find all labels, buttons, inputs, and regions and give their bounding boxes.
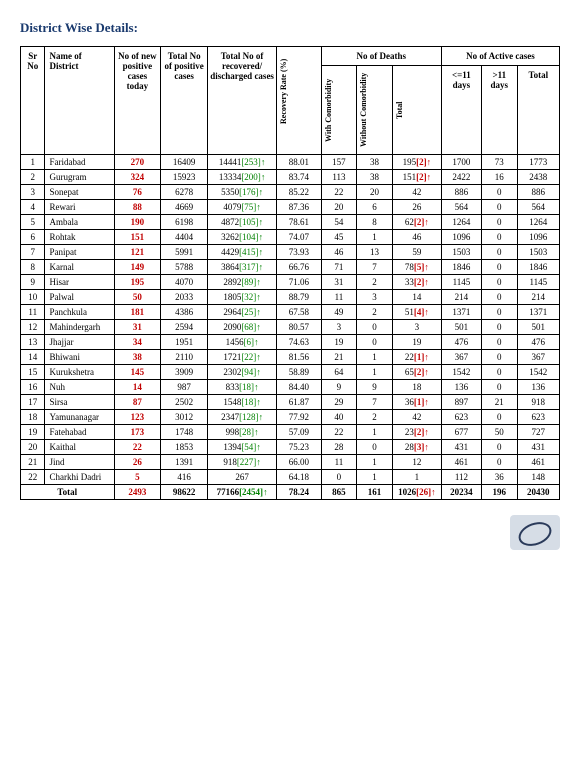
table-row: 3Sonepat7662785350[176]↑85.2222204288608…	[21, 185, 560, 200]
th-total-pos: Total No of positive cases	[161, 47, 208, 155]
table-row: 19Fatehabad1731748998[28]↑57.0922123[2]↑…	[21, 425, 560, 440]
th-new-pos: No of new positive cases today	[114, 47, 161, 155]
table-row: 11Panchkula18143862964[25]↑67.5849251[4]…	[21, 305, 560, 320]
page-title: District Wise Details:	[20, 20, 560, 36]
table-row: 14Bhiwani3821101721[22]↑81.5621122[1]↑36…	[21, 350, 560, 365]
table-row: 6Rohtak15144043262[104]↑74.0745146109601…	[21, 230, 560, 245]
th-active-total: Total	[517, 66, 559, 155]
th-deaths-group: No of Deaths	[321, 47, 441, 66]
th-gt11: >11 days	[481, 66, 517, 155]
table-row: 18Yamunanagar12330122347[128]↑77.9240242…	[21, 410, 560, 425]
total-row: Total24939862277166[2454]↑78.24865161102…	[21, 485, 560, 500]
th-with-co: With Comorbidity	[321, 66, 357, 155]
table-row: 8Karnal14957883864[317]↑66.7671778[5]↑18…	[21, 260, 560, 275]
district-table: Sr No Name of District No of new positiv…	[20, 46, 560, 500]
th-active-group: No of Active cases	[441, 47, 559, 66]
table-row: 10Palwal5020331805[32]↑88.79113142140214	[21, 290, 560, 305]
table-row: 5Ambala19061984872[105]↑78.6154862[2]↑12…	[21, 215, 560, 230]
table-row: 2Gurugram3241592313334[200]↑83.741133815…	[21, 170, 560, 185]
table-row: 1Faridabad2701640914441[253]↑88.01157381…	[21, 155, 560, 170]
th-without-co: Without Comorbidity	[357, 66, 393, 155]
signature-image	[510, 515, 560, 550]
th-sr: Sr No	[21, 47, 45, 155]
th-recovery-rate: Recovery Rate (%)	[277, 47, 322, 155]
table-row: 9Hisar19540702892[89]↑71.0631233[2]↑1145…	[21, 275, 560, 290]
table-row: 17Sirsa8725021548[18]↑61.8729736[1]↑8972…	[21, 395, 560, 410]
table-row: 20Kaithal2218531394[54]↑75.2328028[3]↑43…	[21, 440, 560, 455]
th-le11: <=11 days	[441, 66, 481, 155]
table-row: 22Charkhi Dadri541626764.1801111236148	[21, 470, 560, 485]
table-row: 21Jind261391918[227]↑66.00111124610461	[21, 455, 560, 470]
th-recovered: Total No of recovered/ discharged cases	[208, 47, 277, 155]
table-row: 15Kurukshetra14539092302[94]↑58.8964165[…	[21, 365, 560, 380]
th-deaths-total: Total	[392, 66, 441, 155]
table-row: 13Jhajjar3419511456[6]↑74.63190194760476	[21, 335, 560, 350]
table-row: 4Rewari8846694079[75]↑87.36206265640564	[21, 200, 560, 215]
table-row: 16Nuh14987833[18]↑84.4099181360136	[21, 380, 560, 395]
table-row: 7Panipat12159914429[415]↑73.934613591503…	[21, 245, 560, 260]
table-row: 12Mahindergarh3125942090[68]↑80.57303501…	[21, 320, 560, 335]
th-district: Name of District	[45, 47, 114, 155]
